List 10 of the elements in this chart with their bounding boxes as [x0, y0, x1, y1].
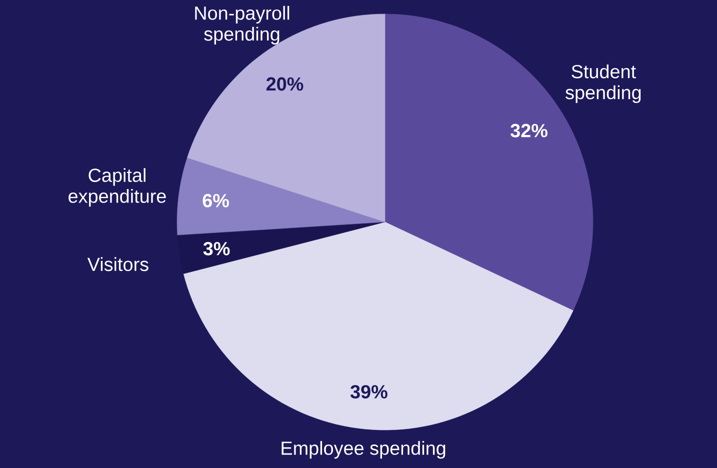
slice-label: Employee spending	[282, 440, 446, 459]
slice-label: Capital expenditure	[68, 168, 166, 207]
data-label: 20%	[266, 77, 304, 91]
data-label: 3%	[203, 242, 230, 256]
data-label: 6%	[202, 194, 229, 208]
slice-label: Student spending	[566, 64, 641, 104]
data-label: 39%	[350, 385, 388, 399]
slice-label: Non-payroll spending	[195, 6, 290, 44]
slice-label: Visitors	[87, 257, 148, 272]
data-label: 32%	[510, 124, 548, 138]
